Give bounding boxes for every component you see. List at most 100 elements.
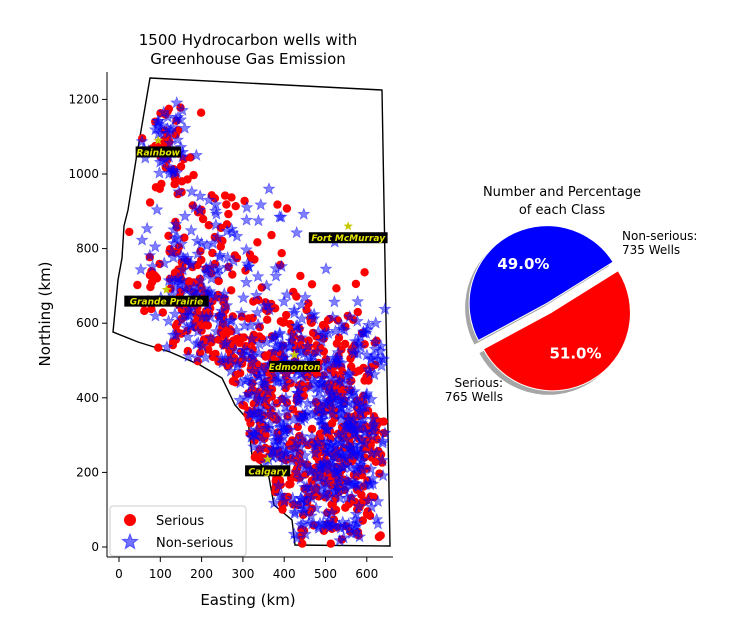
- nonserious-point: [150, 202, 164, 216]
- city-star-icon: [262, 454, 273, 464]
- nonserious-point: [245, 331, 259, 345]
- nonserious-point: [250, 305, 264, 319]
- nonserious-point: [145, 259, 160, 273]
- nonserious-point: [167, 236, 181, 250]
- legend-serious-marker: [124, 514, 136, 526]
- serious-point: [146, 282, 155, 292]
- nonserious-point: [185, 184, 199, 198]
- pie-percent-label: 49.0%: [497, 255, 549, 273]
- nonserious-point: [170, 230, 184, 243]
- nonserious-point: [319, 262, 333, 275]
- nonserious-point: [255, 362, 269, 375]
- serious-point: [125, 227, 134, 237]
- serious-point: [228, 270, 237, 279]
- nonserious-point: [289, 434, 303, 447]
- nonserious-point: [289, 447, 303, 460]
- nonserious-point: [325, 505, 339, 519]
- y-tick-label: 800: [76, 242, 99, 256]
- nonserious-point: [270, 433, 284, 446]
- nonserious-point: [148, 122, 162, 136]
- x-tick-label: 0: [115, 567, 123, 581]
- nonserious-point: [328, 464, 342, 478]
- nonserious-point: [366, 419, 380, 433]
- nonserious-point: [307, 307, 321, 321]
- nonserious-point: [315, 481, 329, 494]
- map-title-line2: Greenhouse Gas Emission: [150, 50, 346, 68]
- nonserious-point: [193, 189, 207, 202]
- serious-point: [376, 531, 385, 540]
- city-star-icon: [343, 221, 353, 231]
- nonserious-point: [170, 96, 184, 109]
- city-label: Rainbow: [137, 148, 181, 158]
- serious-point: [326, 539, 335, 548]
- nonserious-point: [260, 278, 274, 292]
- nonserious-point: [134, 262, 148, 276]
- nonserious-point: [224, 352, 238, 366]
- pie-label-nonserious: 735 Wells: [622, 243, 680, 257]
- nonserious-point: [172, 184, 186, 198]
- nonserious-point: [203, 310, 217, 323]
- nonserious-point: [241, 259, 255, 273]
- nonserious-point: [220, 224, 234, 237]
- serious-point: [154, 343, 163, 352]
- nonserious-point: [351, 294, 365, 308]
- serious-point: [183, 346, 192, 356]
- serious-point: [204, 345, 213, 354]
- nonserious-point: [168, 307, 182, 320]
- serious-point: [279, 318, 288, 327]
- serious-point: [286, 479, 295, 489]
- nonserious-point: [301, 396, 315, 409]
- nonserious-point: [340, 491, 354, 504]
- nonserious-point: [173, 275, 187, 288]
- nonserious-point: [335, 322, 349, 335]
- nonserious-point: [314, 400, 328, 414]
- nonserious-point: [375, 359, 389, 372]
- serious-point: [198, 214, 208, 224]
- serious-point: [176, 162, 186, 171]
- nonserious-point: [233, 393, 247, 406]
- nonserious-point: [262, 182, 276, 195]
- nonserious-point: [332, 374, 347, 388]
- nonserious-point: [230, 229, 244, 242]
- x-axis-label: Easting (km): [200, 591, 295, 609]
- nonserious-point: [191, 336, 205, 349]
- nonserious-point: [211, 267, 225, 280]
- nonserious-point: [274, 488, 289, 502]
- nonserious-point: [306, 349, 320, 362]
- nonserious-point: [238, 374, 252, 387]
- nonserious-point: [220, 298, 234, 312]
- nonserious-point: [269, 374, 283, 388]
- nonserious-point: [324, 458, 338, 471]
- nonserious-point: [170, 165, 184, 179]
- nonserious-point: [290, 386, 304, 399]
- serious-point: [319, 347, 328, 356]
- serious-point: [236, 369, 245, 378]
- nonserious-point: [332, 519, 346, 532]
- legend-serious-label: Serious: [156, 514, 204, 529]
- nonserious-point: [189, 282, 203, 296]
- y-tick-label: 0: [91, 540, 99, 554]
- nonserious-point: [249, 288, 263, 301]
- nonserious-point: [320, 475, 334, 488]
- nonserious-point: [251, 269, 265, 283]
- nonserious-point: [367, 367, 381, 381]
- nonserious-point: [293, 440, 307, 453]
- nonserious-point: [191, 324, 205, 337]
- nonserious-point: [292, 392, 306, 405]
- nonserious-point: [208, 290, 222, 303]
- nonserious-point: [280, 287, 294, 301]
- nonserious-point: [305, 430, 319, 443]
- nonserious-point: [140, 221, 154, 235]
- nonserious-point: [362, 318, 376, 331]
- serious-point: [282, 310, 291, 320]
- nonserious-point: [275, 448, 289, 461]
- nonserious-point: [277, 294, 291, 308]
- nonserious-point: [343, 309, 357, 323]
- nonserious-point: [157, 105, 171, 118]
- nonserious-point: [209, 197, 223, 211]
- nonserious-points-layer: [134, 96, 392, 547]
- nonserious-point: [364, 446, 378, 459]
- nonserious-point: [135, 233, 149, 246]
- nonserious-point: [143, 248, 157, 261]
- nonserious-point: [272, 415, 286, 429]
